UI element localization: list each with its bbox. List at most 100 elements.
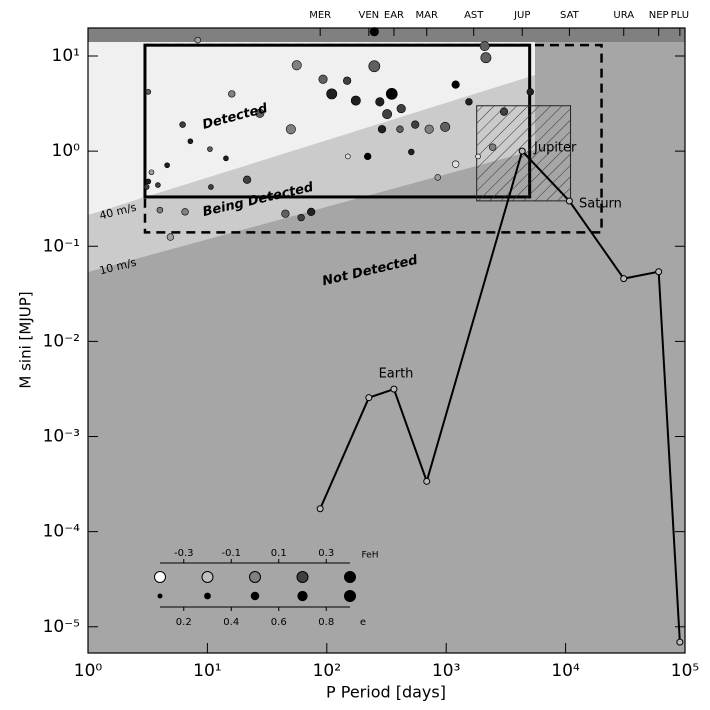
exoplanet <box>179 121 186 128</box>
legend-feh-circle <box>344 571 356 583</box>
x-tick-label: 10³ <box>432 661 460 681</box>
legend-tick-label: 0.2 <box>176 617 192 628</box>
exoplanet <box>208 184 214 190</box>
exoplanet <box>364 152 372 161</box>
exoplanet <box>479 41 490 52</box>
legend-tick-label: -0.3 <box>174 548 194 559</box>
legend-feh-circle <box>154 571 166 583</box>
exoplanet <box>145 178 152 185</box>
legend-label: FeH <box>362 551 379 561</box>
top-tick-label: SAT <box>560 10 580 21</box>
planet <box>655 268 663 276</box>
exoplanet <box>156 206 164 214</box>
exoplanet <box>408 148 415 156</box>
exoplanet <box>396 104 406 114</box>
exoplanet <box>285 124 296 135</box>
exoplanet <box>145 89 152 95</box>
planet <box>676 638 684 646</box>
exoplanet <box>382 109 393 120</box>
top-tick-label: MER <box>309 10 331 21</box>
exoplanet <box>228 90 236 98</box>
legend-tick-label: 0.6 <box>271 617 287 628</box>
y-tick-label: 10⁻⁴ <box>43 522 81 542</box>
x-tick-label: 10⁴ <box>551 661 580 681</box>
legend-e-circle <box>297 590 308 602</box>
exoplanet <box>164 162 170 169</box>
exoplanet <box>411 120 420 129</box>
legend-feh-circle <box>296 571 309 583</box>
planet <box>620 275 628 283</box>
top-tick-label: AST <box>464 10 484 21</box>
top-tick-label: NEP <box>649 10 669 21</box>
y-tick-label: 10⁻² <box>43 331 80 351</box>
top-tick-label: VEN <box>359 10 380 21</box>
exoplanet <box>377 125 387 134</box>
y-tick-label: 10¹ <box>52 46 80 66</box>
exoplanet <box>440 121 451 132</box>
planet <box>423 477 431 485</box>
top-tick-label: MAR <box>416 10 438 21</box>
exoplanet <box>194 36 201 44</box>
exoplanet <box>181 208 189 216</box>
top-band <box>88 28 685 42</box>
legend-tick-label: 0.3 <box>318 548 334 559</box>
exoplanet <box>318 74 328 84</box>
exoplanet <box>207 146 213 152</box>
planet <box>390 385 398 393</box>
exoplanet <box>343 76 352 85</box>
exoplanet <box>526 88 534 96</box>
legend-tick-label: -0.1 <box>221 548 241 559</box>
exoplanet <box>434 174 442 181</box>
legend-tick-label: 0.8 <box>318 617 334 628</box>
plot-frame <box>87 27 686 654</box>
legend-e-circle <box>204 592 211 600</box>
exoplanet <box>396 125 404 133</box>
legend-e-circle <box>344 590 356 602</box>
exoplanet <box>307 207 316 216</box>
exoplanet <box>385 88 398 100</box>
y-tick-label: 10⁻¹ <box>43 236 80 256</box>
exoplanet <box>297 213 305 222</box>
exoplanet <box>187 138 194 145</box>
top-tick-label: PLU <box>671 10 689 21</box>
x-tick-label: 10² <box>313 661 341 681</box>
exoplanet <box>326 88 338 100</box>
exoplanet <box>148 169 155 176</box>
exoplanet <box>345 153 351 160</box>
top-tick-label: JUP <box>513 10 530 21</box>
exoplanet <box>143 184 150 190</box>
legend-tick-label: 0.4 <box>223 617 239 628</box>
legend-e-circle <box>250 591 260 601</box>
annotation: Jupiter <box>533 141 577 156</box>
exoplanet <box>451 160 460 168</box>
annotation: Saturn <box>579 197 622 212</box>
planet <box>365 394 373 402</box>
exoplanet <box>242 175 252 184</box>
planet <box>565 197 573 205</box>
legend-feh-circle <box>201 571 214 583</box>
y-axis-label: M sini [MJUP] <box>17 291 35 388</box>
x-tick-label: 10⁰ <box>74 661 103 681</box>
exoplanet <box>281 209 290 218</box>
x-axis-label: P Period [days] <box>326 683 446 702</box>
exoplanet <box>475 153 481 160</box>
exoplanet <box>350 95 361 106</box>
y-tick-label: 10⁻⁵ <box>43 617 80 637</box>
exoplanet <box>424 124 434 134</box>
exoplanet <box>480 52 492 64</box>
region-box <box>143 43 603 234</box>
legend-feh-circle <box>249 571 261 583</box>
exoplanet <box>291 60 302 71</box>
exoplanet <box>465 98 473 106</box>
legend-label: e <box>360 617 366 628</box>
x-tick-label: 10¹ <box>193 661 221 681</box>
planet <box>518 147 526 155</box>
exoplanet <box>368 60 381 73</box>
y-tick-label: 10⁻³ <box>43 427 80 447</box>
planet <box>316 505 324 513</box>
detected-region <box>88 42 535 215</box>
top-tick-label: URA <box>613 10 634 21</box>
exoplanet <box>369 27 379 37</box>
exoplanet <box>155 182 161 188</box>
